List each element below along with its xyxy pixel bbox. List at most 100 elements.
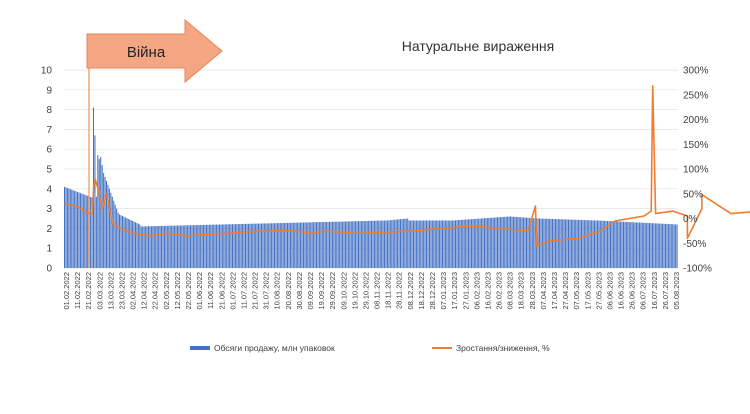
bar [523,217,525,268]
y-right-tick-label: 100% [683,165,709,176]
bar [87,195,89,268]
bar [320,222,322,268]
x-tick-label: 26.06.2023 [628,272,637,310]
bar [300,222,302,268]
bar [343,221,345,268]
bar [78,192,80,268]
bar [420,220,422,268]
bar [82,194,84,268]
bar [90,197,92,268]
bar [460,219,462,268]
bar [342,221,344,268]
x-tick-label: 28.12.2022 [428,272,437,310]
bar [530,217,532,268]
x-tick-label: 22.04.2022 [151,272,160,310]
bar [169,225,171,268]
bar [336,221,338,268]
y-left-tick-label: 2 [46,224,52,235]
bar [233,224,235,268]
bar [81,193,83,268]
bar [64,186,66,268]
bar [324,221,326,268]
bar [470,219,472,268]
bar [591,220,593,268]
bar [614,221,616,268]
bar [575,219,577,268]
bar [85,195,87,268]
bar [533,218,535,268]
bar [408,220,410,268]
y-right-tick-label: -50% [683,239,706,250]
bar [310,222,312,268]
bar [388,220,390,268]
bar [321,222,323,268]
bar [456,220,458,268]
bar [205,224,207,268]
bar [221,224,223,268]
bar [592,220,594,268]
bar [479,218,481,268]
bar [502,216,504,268]
y-left-tick-label: 5 [46,165,52,176]
bar [287,222,289,268]
bar [95,196,97,268]
bar [117,212,119,268]
bar [579,219,581,268]
x-tick-label: 29.10.2022 [362,272,371,310]
bar [113,200,115,268]
bar [537,218,539,268]
bar [94,135,96,268]
bar [149,226,151,268]
bar [411,220,413,268]
bar [289,222,291,268]
bar [443,220,445,268]
bar [372,220,374,268]
bar [625,221,627,268]
x-tick-label: 30.08.2022 [295,272,304,310]
bar [349,221,351,268]
bar [653,223,655,268]
bar [265,223,267,268]
bar [547,218,549,268]
x-tick-label: 17.01.2023 [450,272,459,310]
y-right-tick-label: -100% [683,264,712,275]
x-tick-label: 27.04.2023 [561,272,570,310]
bar [295,222,297,268]
bar [236,224,238,268]
x-tick-label: 01.06.2022 [195,272,204,310]
bar [437,220,439,268]
bar [260,223,262,268]
bar [331,221,333,268]
bar [194,225,196,268]
bar [171,225,173,268]
bar [439,220,441,268]
bar [77,191,79,268]
bar [566,219,568,268]
bar [103,172,105,268]
y-right-tick-label: 300% [683,66,709,77]
bar [346,221,348,268]
bar [350,221,352,268]
line-series [64,85,750,247]
bar [573,219,575,268]
bar [572,219,574,268]
y-left-tick-label: 3 [46,204,52,215]
bar [246,223,248,268]
x-tick-label: 18.11.2022 [384,272,393,309]
bar [101,165,103,268]
bar [201,224,203,268]
bar [378,220,380,268]
bar [252,223,254,268]
bar [475,218,477,268]
bar [369,220,371,268]
bar [595,220,597,268]
bar [430,220,432,268]
y-right-tick-label: 250% [683,90,709,101]
y-left-tick-label: 8 [46,105,52,116]
bar [145,226,147,268]
bar [363,221,365,268]
bar [465,219,467,268]
bar [250,223,252,268]
bar [142,226,144,268]
bar [624,221,626,268]
